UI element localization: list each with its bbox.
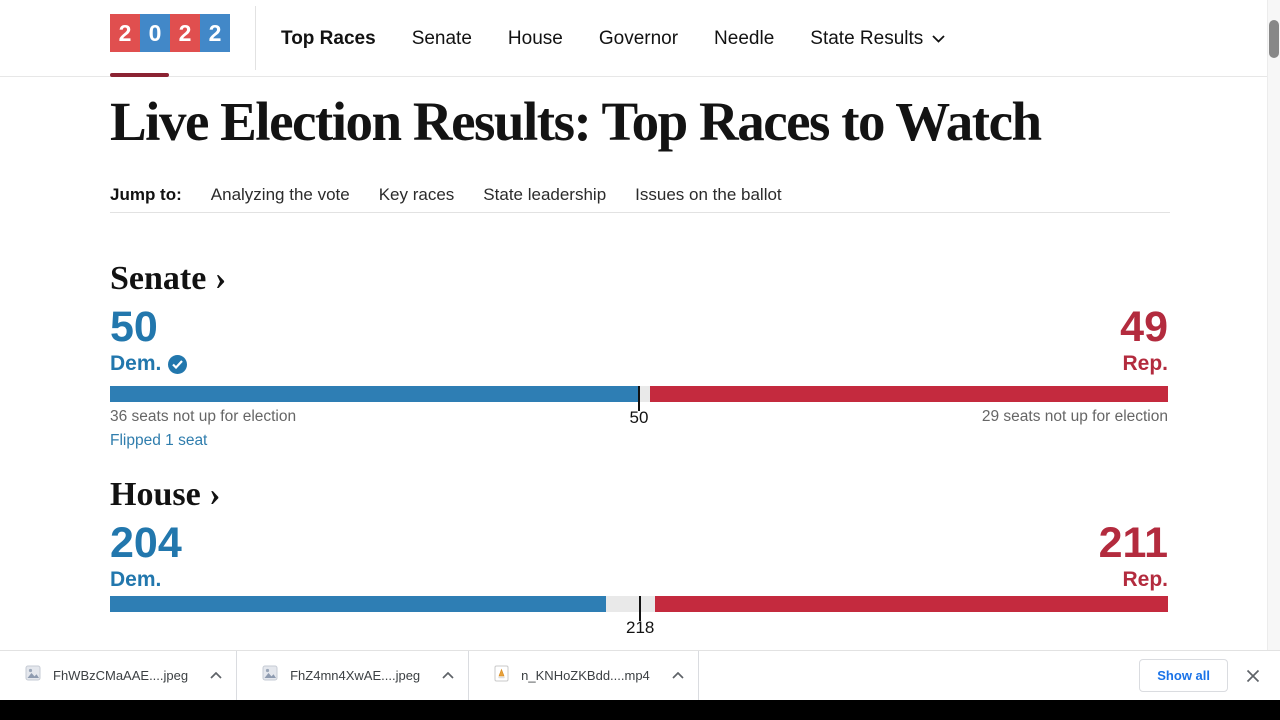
nav-item-governor[interactable]: Governor bbox=[598, 27, 679, 49]
senate-rep-bar bbox=[649, 386, 1168, 402]
house-rep-label: Rep. bbox=[1122, 568, 1168, 591]
show-all-button[interactable]: Show all bbox=[1139, 659, 1228, 692]
chevron-up-icon[interactable] bbox=[672, 672, 684, 679]
primary-nav: Top Races Senate House Governor Needle S… bbox=[281, 0, 945, 77]
jump-link-leadership[interactable]: State leadership bbox=[483, 185, 607, 204]
senate-right-note: 29 seats not up for election bbox=[981, 408, 1168, 425]
house-dem-bar bbox=[110, 596, 607, 612]
jump-link-analyzing[interactable]: Analyzing the vote bbox=[210, 185, 350, 204]
logo-digit: 0 bbox=[140, 14, 170, 52]
logo-digit: 2 bbox=[170, 14, 200, 52]
house-bar-labels: 218 bbox=[110, 618, 1168, 640]
senate-bar-labels: 36 seats not up for election 50 29 seats… bbox=[110, 408, 1168, 430]
jump-link-key-races[interactable]: Key races bbox=[378, 185, 455, 204]
house-rep-count: 211 bbox=[1098, 519, 1168, 567]
election-header: 2 0 2 2 Top Races Senate House Governor … bbox=[0, 0, 1280, 77]
nav-divider bbox=[255, 6, 256, 70]
downloads-shelf-actions: Show all bbox=[1139, 659, 1280, 692]
jump-link-ballot[interactable]: Issues on the ballot bbox=[635, 185, 782, 204]
downloads-shelf: FhWBzCMaAAE....jpeg FhZ4mn4XwAE....jpeg … bbox=[0, 650, 1280, 701]
dem-text: Dem. bbox=[110, 568, 162, 591]
house-section: House › 204 211 Dem. Rep. 218 bbox=[110, 476, 1168, 646]
house-majority-label: 218 bbox=[626, 618, 655, 637]
senate-dem-count: 50 bbox=[110, 303, 158, 351]
senate-counts-row: 50 49 bbox=[110, 306, 1168, 349]
download-separator bbox=[697, 650, 699, 701]
scrollbar-track bbox=[1267, 0, 1280, 650]
download-separator bbox=[468, 650, 470, 701]
nav-item-label: State Results bbox=[810, 27, 924, 49]
senate-section: Senate › 50 49 Dem. Rep. 36 seats not up… bbox=[110, 260, 1168, 460]
house-rep-bar bbox=[654, 596, 1168, 612]
senate-majority-label: 50 bbox=[629, 408, 649, 427]
senate-balance-bar bbox=[110, 386, 1168, 411]
close-icon[interactable] bbox=[1246, 669, 1260, 683]
jump-to-row: Jump to: Analyzing the vote Key races St… bbox=[110, 185, 782, 205]
download-item[interactable]: n_KNHoZKBdd....mp4 bbox=[469, 651, 698, 701]
nav-item-state-results[interactable]: State Results bbox=[810, 28, 945, 50]
senate-heading-link[interactable]: Senate › bbox=[110, 260, 227, 297]
jump-to-label: Jump to: bbox=[110, 185, 182, 204]
page-title: Live Election Results: Top Races to Watc… bbox=[110, 91, 1042, 152]
nav-item-top-races[interactable]: Top Races bbox=[281, 27, 376, 49]
house-dem-count: 204 bbox=[110, 519, 182, 567]
house-dem-label: Dem. bbox=[110, 568, 161, 592]
download-separator bbox=[236, 650, 238, 701]
image-file-icon bbox=[25, 665, 41, 686]
senate-flipped-note: Flipped 1 seat bbox=[110, 432, 208, 449]
house-party-row: Dem. Rep. bbox=[110, 568, 1168, 592]
house-heading-link[interactable]: House › bbox=[110, 476, 221, 513]
nav-item-needle[interactable]: Needle bbox=[714, 27, 775, 49]
letterbox-strip bbox=[0, 700, 1280, 720]
download-filename: FhZ4mn4XwAE....jpeg bbox=[290, 668, 421, 683]
senate-dem-bar bbox=[110, 386, 639, 402]
senate-rep-count: 49 bbox=[1120, 303, 1168, 351]
senate-majority-tick bbox=[638, 386, 640, 411]
chevron-up-icon[interactable] bbox=[210, 672, 222, 679]
nav-item-house[interactable]: House bbox=[507, 27, 563, 49]
senate-left-note: 36 seats not up for election bbox=[110, 408, 297, 425]
chevron-up-icon[interactable] bbox=[442, 672, 454, 679]
download-item[interactable]: FhWBzCMaAAE....jpeg bbox=[0, 651, 236, 701]
house-majority-tick bbox=[639, 596, 642, 621]
nyt-2022-logo[interactable]: 2 0 2 2 bbox=[110, 14, 230, 52]
download-item[interactable]: FhZ4mn4XwAE....jpeg bbox=[237, 651, 468, 701]
download-filename: n_KNHoZKBdd....mp4 bbox=[521, 668, 650, 683]
video-file-icon bbox=[494, 665, 509, 687]
senate-rep-label: Rep. bbox=[1122, 352, 1168, 375]
dem-text: Dem. bbox=[110, 352, 162, 375]
section-divider bbox=[110, 212, 1170, 213]
logo-digit: 2 bbox=[110, 14, 140, 52]
image-file-icon bbox=[262, 665, 278, 686]
house-balance-bar bbox=[110, 596, 1168, 621]
senate-party-row: Dem. Rep. bbox=[110, 352, 1168, 376]
chevron-down-icon bbox=[932, 27, 945, 48]
nav-item-senate[interactable]: Senate bbox=[411, 27, 472, 49]
download-filename: FhWBzCMaAAE....jpeg bbox=[53, 668, 189, 683]
logo-digit: 2 bbox=[200, 14, 230, 52]
senate-dem-label: Dem. bbox=[110, 352, 188, 376]
scrollbar-thumb[interactable] bbox=[1269, 20, 1279, 58]
active-section-indicator bbox=[110, 73, 169, 77]
dem-winner-check-icon bbox=[168, 354, 188, 374]
house-counts-row: 204 211 bbox=[110, 522, 1168, 565]
